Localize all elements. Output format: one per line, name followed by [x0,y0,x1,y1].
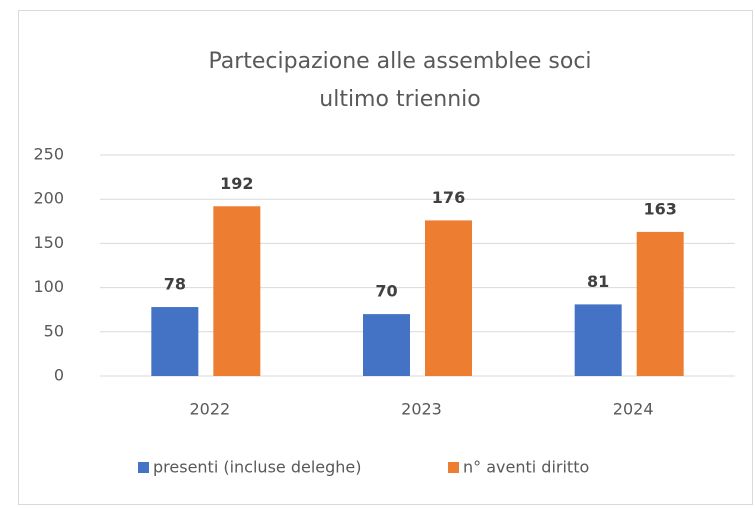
data-label: 81 [587,272,609,291]
y-tick-label: 100 [33,277,64,296]
x-tick-label: 2024 [613,400,654,419]
y-tick-label: 250 [33,145,64,164]
y-tick-label: 150 [33,233,64,252]
data-label: 176 [432,188,465,207]
bar [636,231,684,376]
y-tick-label: 0 [54,366,64,385]
legend-label: presenti (incluse deleghe) [153,458,362,477]
bar [213,206,261,376]
legend-label: n° aventi diritto [463,458,589,477]
y-tick-label: 200 [33,189,64,208]
bar [425,220,472,376]
data-label: 192 [220,174,253,193]
data-label: 78 [164,275,186,294]
x-tick-label: 2023 [401,400,442,419]
bar [151,307,199,376]
bar [574,304,622,376]
x-tick-label: 2022 [189,400,230,419]
chart-title: ultimo triennio [319,87,480,112]
chart-border [18,10,753,505]
legend-swatch [448,462,459,473]
chart-title: Partecipazione alle assemblee soci [208,49,591,74]
bar [363,314,410,376]
data-label: 163 [643,199,676,218]
y-tick-label: 50 [44,321,64,340]
data-label: 70 [375,282,397,301]
legend-swatch [138,462,149,473]
